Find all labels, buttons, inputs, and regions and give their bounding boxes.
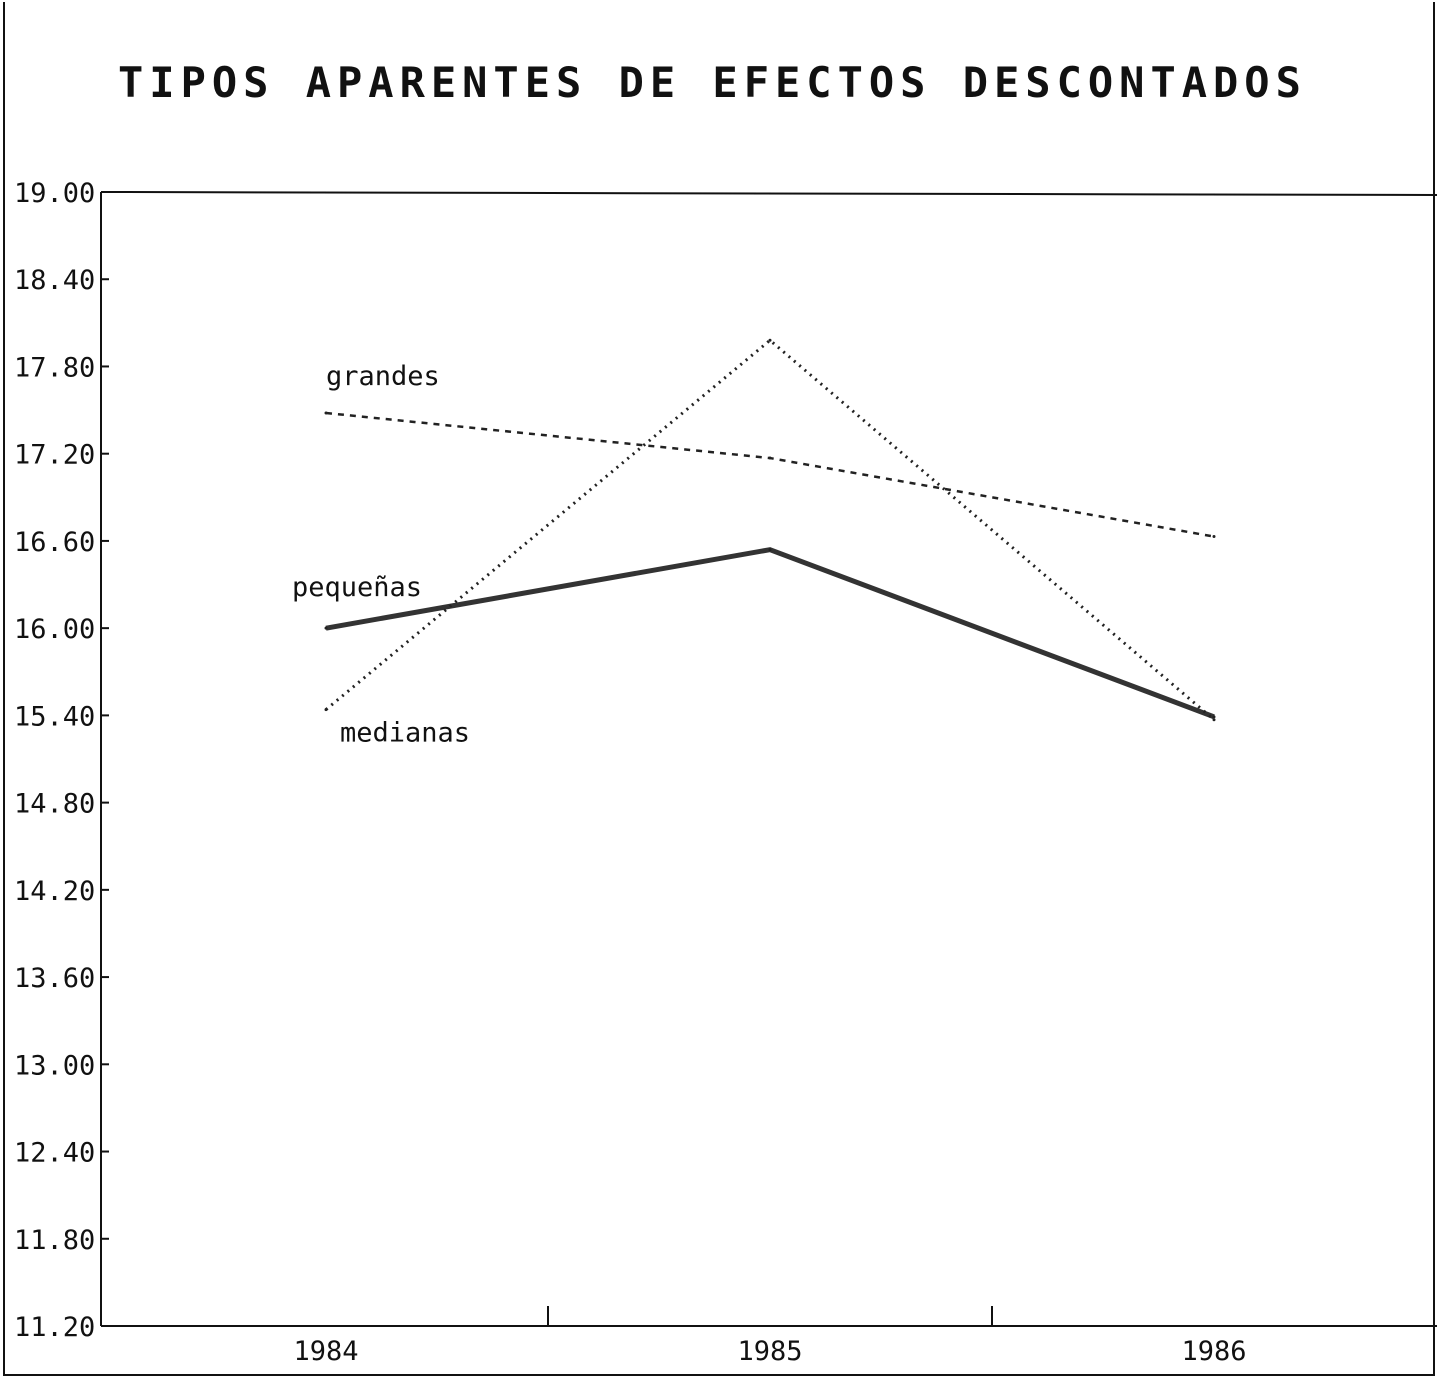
series-label-grandes: grandes [326,361,440,392]
y-tick-label: 17.80 [14,352,95,383]
data-point-pequeñas [768,548,772,552]
series-line-grandes [325,411,1215,538]
series-line-medianas [325,338,1215,721]
y-tick-label: 12.40 [14,1138,95,1169]
y-tick-label: 18.40 [14,265,95,296]
y-tick-label: 13.60 [14,963,95,994]
x-tick-label: 1985 [737,1336,802,1367]
data-point-grandes [768,456,772,460]
data-point-medianas [768,338,772,342]
y-tick-label: 14.20 [14,876,95,907]
x-tick-label: 1986 [1181,1336,1246,1367]
y-tick-label: 16.60 [14,527,95,558]
y-tick-label: 11.20 [14,1312,95,1343]
series-label-pequeñas: pequeñas [292,572,422,603]
y-tick-label: 14.80 [14,789,95,820]
series-label-medianas: medianas [340,718,470,749]
y-tick-label: 13.00 [14,1050,95,1081]
chart-frame [3,2,1435,1376]
y-tick-label: 16.00 [14,614,95,645]
data-point-pequeñas [324,626,328,630]
y-tick-label: 19.00 [14,178,95,209]
y-tick-label: 17.20 [14,440,95,471]
plot-top-border [100,191,1438,196]
data-point-grandes [324,411,328,415]
y-tick-label: 11.80 [14,1225,95,1256]
y-tick-label: 15.40 [14,701,95,732]
chart-title: TIPOS APARENTES DE EFECTOS DESCONTADOS [118,58,1307,107]
series-line-pequeñas [325,547,1215,720]
data-point-pequeñas [1212,715,1216,719]
data-point-medianas [1212,718,1216,722]
data-point-grandes [1212,535,1216,539]
data-point-medianas [324,708,328,712]
x-tick-label: 1984 [293,1336,358,1367]
